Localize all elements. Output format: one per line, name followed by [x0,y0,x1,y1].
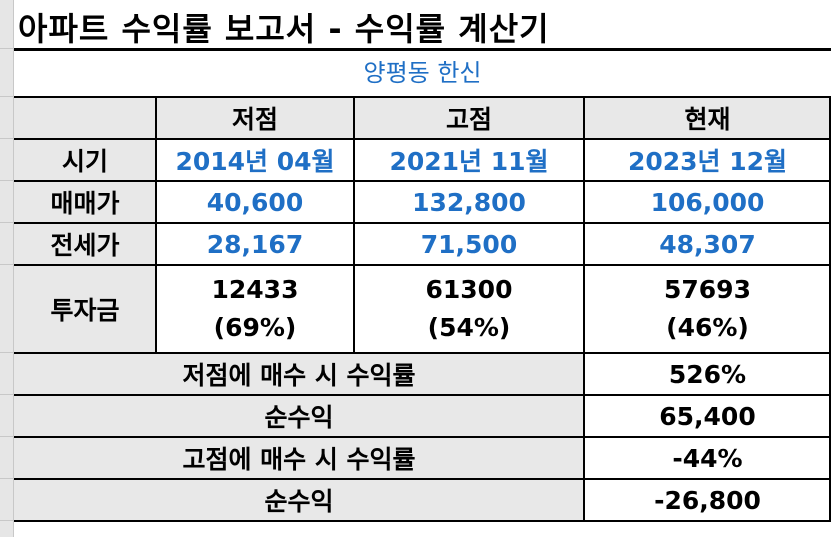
investment-ratio: (46%) [666,313,749,342]
title-row[interactable]: 아파트 수익률 보고서 - 수익률 계산기 [14,0,831,51]
grid-line [14,478,831,480]
column-header-low[interactable]: 저점 [156,98,354,138]
grid-line [14,180,831,182]
grid-line [14,520,831,522]
sale-price-current[interactable]: 106,000 [584,182,831,222]
report-title: 아파트 수익률 보고서 - 수익률 계산기 [18,10,550,48]
period-low[interactable]: 2014년 04월 [156,140,354,180]
grid-line [14,394,831,396]
jeonse-price-low[interactable]: 28,167 [156,224,354,264]
investment-ratio: (69%) [213,313,297,342]
investment-high[interactable]: 61300 (54%) [354,266,584,352]
grid-line [14,96,831,98]
investment-amount: 12433 [211,275,299,304]
row-label-jeonse-price[interactable]: 전세가 [14,224,156,264]
investment-current[interactable]: 57693 (46%) [584,266,831,352]
summary-label-low-buy-return[interactable]: 저점에 매수 시 수익률 [14,354,584,394]
investment-ratio: (54%) [427,313,511,342]
row-label-investment[interactable]: 투자금 [14,266,156,352]
summary-label-low-net-profit[interactable]: 순수익 [14,396,584,436]
investment-amount: 57693 [664,275,751,304]
row-label-sale-price[interactable]: 매매가 [14,182,156,222]
jeonse-price-high[interactable]: 71,500 [354,224,584,264]
summary-value-low-buy-return[interactable]: 526% [584,354,831,394]
jeonse-price-current[interactable]: 48,307 [584,224,831,264]
column-header-current[interactable]: 현재 [584,98,831,138]
summary-value-high-buy-return[interactable]: -44% [584,438,831,478]
summary-label-high-buy-return[interactable]: 고점에 매수 시 수익률 [14,438,584,478]
apartment-name-row[interactable]: 양평동 한신 [14,51,831,98]
grid-line [353,96,355,354]
grid-line [14,436,831,438]
grid-line [14,352,831,354]
row-header-gutter [0,0,14,537]
apartment-name: 양평동 한신 [363,59,482,87]
grid-line [583,96,585,522]
period-current[interactable]: 2023년 12월 [584,140,831,180]
spreadsheet-sheet: 아파트 수익률 보고서 - 수익률 계산기 양평동 한신 저점 고점 현재 시기… [14,0,831,537]
grid-line [829,96,831,522]
sale-price-low[interactable]: 40,600 [156,182,354,222]
grid-line [14,264,831,266]
grid-line [155,96,157,354]
corner-cell[interactable] [14,98,156,138]
period-high[interactable]: 2021년 11월 [354,140,584,180]
investment-amount: 61300 [425,275,513,304]
sale-price-high[interactable]: 132,800 [354,182,584,222]
summary-value-high-net-profit[interactable]: -26,800 [584,480,831,520]
investment-low[interactable]: 12433 (69%) [156,266,354,352]
summary-value-low-net-profit[interactable]: 65,400 [584,396,831,436]
summary-label-high-net-profit[interactable]: 순수익 [14,480,584,520]
column-header-high[interactable]: 고점 [354,98,584,138]
grid-line [14,222,831,224]
row-label-period[interactable]: 시기 [14,140,156,180]
grid-line [14,138,831,140]
